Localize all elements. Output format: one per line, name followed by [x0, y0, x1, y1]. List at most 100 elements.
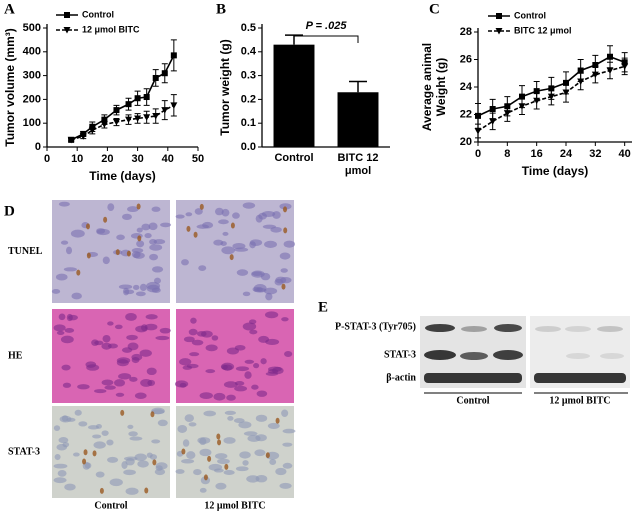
marker: [533, 97, 541, 105]
nucleus: [106, 439, 114, 446]
nucleus: [74, 409, 82, 416]
nucleus: [186, 451, 196, 459]
nucleus: [181, 458, 195, 464]
nucleus: [214, 453, 228, 460]
nucleus: [262, 224, 277, 229]
nucleus: [61, 415, 69, 422]
legend-label: Control: [514, 10, 546, 20]
panel-letter: A: [4, 1, 15, 17]
nucleus: [160, 222, 172, 228]
nucleus: [264, 311, 279, 319]
y-tick-label: 0.4: [241, 46, 257, 58]
nucleus: [217, 458, 230, 465]
nucleus: [214, 207, 224, 216]
annotation: P = .025: [306, 20, 348, 32]
nucleus: [93, 441, 106, 449]
y-tick-label: 0.1: [241, 117, 256, 129]
nucleus: [62, 382, 72, 388]
row-label: STAT-3: [8, 446, 40, 457]
marker: [170, 52, 177, 59]
nucleus: [107, 321, 114, 326]
micrograph: [175, 200, 296, 303]
micrograph: [175, 406, 296, 498]
nucleus: [226, 394, 236, 401]
nucleus: [253, 287, 267, 293]
nucleus: [284, 350, 293, 358]
x-tick-label: 16: [531, 148, 543, 160]
nucleus: [202, 221, 214, 229]
micrograph: [51, 200, 172, 303]
nucleus: [145, 314, 158, 320]
marker: [474, 128, 482, 135]
row-label: P-STAT-3 (Tyr705): [335, 321, 416, 332]
legend-label: Control: [82, 9, 114, 19]
stain: [83, 449, 88, 456]
nucleus: [134, 453, 147, 461]
nucleus: [188, 422, 197, 427]
x-tick-label: BITC 12 μmol: [337, 152, 379, 177]
nucleus: [61, 364, 71, 371]
nucleus: [246, 475, 260, 483]
marker: [606, 67, 614, 74]
nucleus: [154, 468, 166, 476]
nucleus: [146, 452, 153, 458]
nucleus: [136, 227, 143, 233]
nucleus: [149, 253, 158, 261]
nucleus: [126, 334, 138, 341]
nucleus: [151, 206, 161, 212]
stain: [85, 223, 90, 230]
nucleus: [201, 330, 213, 338]
x-tick-label: 32: [589, 148, 601, 160]
nucleus: [141, 223, 151, 231]
nucleus: [151, 266, 164, 273]
legend-marker: [496, 13, 502, 19]
row-label: TUNEL: [8, 246, 43, 257]
nucleus: [54, 454, 61, 461]
x-axis-label: Time (days): [522, 164, 588, 178]
nucleus: [236, 269, 249, 276]
nucleus: [175, 469, 185, 474]
nucleus: [148, 222, 158, 231]
nucleus: [223, 381, 238, 388]
stain: [224, 463, 229, 470]
nucleus: [224, 410, 236, 416]
y-tick-label: 500: [23, 22, 41, 34]
nucleus: [135, 325, 148, 333]
micrograph: [52, 406, 170, 498]
marker: [79, 133, 87, 140]
marker: [161, 70, 168, 77]
nucleus: [265, 292, 273, 301]
nucleus: [87, 425, 100, 430]
nucleus: [221, 364, 228, 370]
stain: [86, 252, 91, 259]
nucleus: [133, 252, 145, 259]
nucleus: [137, 460, 149, 468]
stain: [199, 203, 204, 210]
nucleus: [205, 344, 218, 352]
micrograph: [174, 309, 294, 403]
x-tick-label: 50: [192, 153, 204, 165]
x-tick-label: 40: [162, 153, 174, 165]
nucleus: [56, 443, 68, 451]
nucleus: [179, 358, 192, 366]
nucleus: [280, 268, 288, 273]
x-tick-label: 0: [44, 153, 50, 165]
stain: [152, 459, 157, 466]
stain: [181, 448, 186, 455]
nucleus: [199, 392, 213, 400]
nucleus: [242, 460, 249, 466]
nucleus: [208, 463, 223, 471]
x-tick-label: 40: [619, 148, 631, 160]
nucleus: [203, 410, 216, 417]
nucleus: [265, 338, 280, 346]
nucleus: [70, 229, 85, 238]
legend-marker: [64, 12, 70, 18]
nucleus: [94, 340, 104, 346]
nucleus: [189, 352, 200, 357]
stain: [137, 235, 142, 242]
nucleus: [155, 335, 170, 341]
nucleus: [53, 463, 68, 469]
y-tick-label: 24: [460, 81, 473, 93]
